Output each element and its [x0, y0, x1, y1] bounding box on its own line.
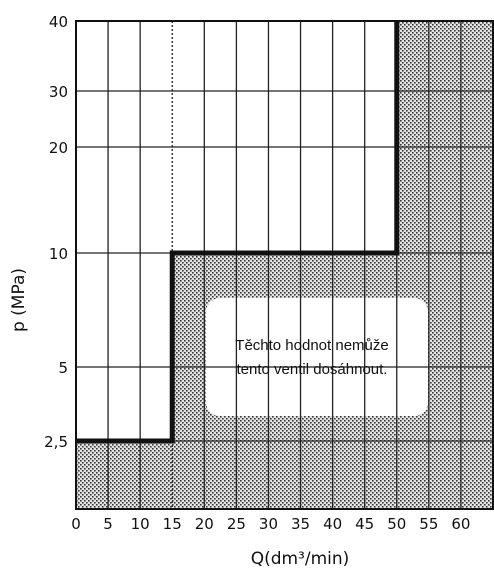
x-tick-label: 20	[195, 515, 214, 533]
y-tick-label: 40	[49, 13, 68, 31]
x-tick-label: 5	[103, 515, 113, 533]
y-tick-labels: 2,5 5 10 20 30 40	[44, 13, 68, 451]
x-tick-label: 50	[387, 515, 406, 533]
x-tick-label: 45	[355, 515, 374, 533]
x-tick-label: 35	[291, 515, 310, 533]
y-tick-label: 30	[49, 83, 68, 101]
x-tick-labels: 0 5 10 15 20 25 30 35 40 45 50 55 60	[71, 515, 470, 533]
y-axis-label: p (MPa)	[9, 268, 29, 332]
x-tick-label: 15	[163, 515, 182, 533]
y-tick-label: 2,5	[44, 433, 68, 451]
x-tick-label: 55	[419, 515, 438, 533]
chart-grid	[76, 21, 493, 509]
annotation-box	[206, 298, 428, 416]
boundary-line	[76, 21, 400, 444]
x-tick-label: 40	[323, 515, 342, 533]
y-tick-label: 10	[49, 245, 68, 263]
y-tick-label: 5	[58, 359, 68, 377]
x-tick-label: 30	[259, 515, 278, 533]
x-tick-label: 0	[71, 515, 81, 533]
x-tick-label: 25	[227, 515, 246, 533]
y-tick-label: 20	[49, 139, 68, 157]
x-tick-label: 10	[131, 515, 150, 533]
x-tick-label: 60	[451, 515, 470, 533]
unreachable-region	[76, 21, 493, 509]
plot-frame	[75, 20, 494, 510]
annotation-line-2: tento ventil dosáhnout.	[237, 361, 388, 378]
x-axis-label: Q(dm³/min)	[251, 549, 350, 569]
annotation-line-1: Těchto hodnot nemůže	[235, 337, 388, 354]
